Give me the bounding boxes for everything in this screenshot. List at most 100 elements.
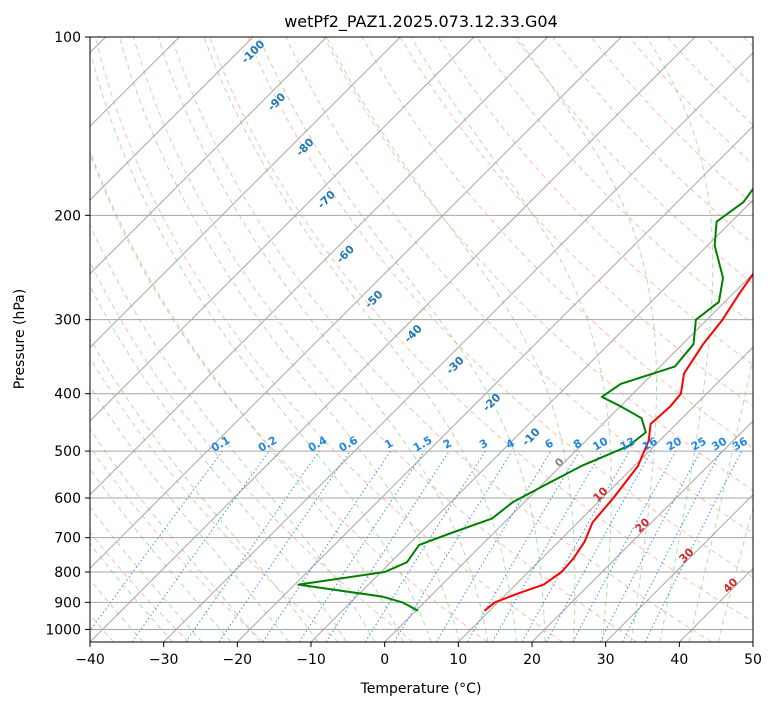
- moist-adiabat-line: [90, 506, 203, 642]
- dry-adiabat-line: [90, 152, 488, 642]
- mixing-ratio-label: 4: [504, 436, 517, 451]
- mixing-ratio-label: 2: [441, 437, 454, 452]
- moist-adiabat-line: [717, 505, 753, 642]
- x-tick-label: 20: [523, 652, 541, 668]
- isotherm-value-label: -10: [519, 425, 542, 448]
- isotherm-line: [457, 346, 753, 642]
- mixing-ratio-line: [325, 450, 450, 642]
- isotherm-line: [90, 37, 475, 422]
- moist-adiabat-line: [516, 37, 657, 642]
- isotherm-line: [90, 37, 622, 570]
- isotherm-line: [90, 37, 696, 642]
- isotherm-line: [90, 37, 328, 275]
- y-tick-label: 400: [54, 387, 81, 403]
- moist-adiabat-line: [688, 355, 753, 642]
- dry-adiabat-line: [399, 37, 753, 407]
- dry-adiabat-line: [90, 446, 264, 642]
- moist-adiabat-line: [119, 37, 461, 642]
- isotherm-line: [310, 199, 753, 642]
- x-tick-label: −10: [296, 652, 326, 668]
- moist-adiabat-line: [90, 428, 261, 642]
- isotherm-value-label: -100: [239, 37, 268, 66]
- mixing-ratio-line: [572, 450, 677, 642]
- mixing-ratio-line: [393, 450, 513, 642]
- mixing-ratio-line: [185, 450, 320, 642]
- moist-adiabat-line: [157, 37, 489, 642]
- x-tick-label: 10: [449, 652, 467, 668]
- dry-adiabat-line: [743, 37, 753, 48]
- mixing-ratio-line: [298, 450, 425, 642]
- y-tick-label: 200: [54, 208, 81, 224]
- moist-adiabat-line: [646, 37, 714, 642]
- y-tick-label: 300: [54, 313, 81, 329]
- dry-adiabat-line: [476, 37, 753, 325]
- plot-frame: [89, 36, 754, 643]
- isotherm-line: [605, 493, 753, 642]
- isotherm-line: [90, 37, 254, 201]
- y-axis-label: Pressure (hPa): [12, 289, 28, 389]
- moist-adiabat-line: [90, 49, 432, 642]
- dry-adiabat-line: [514, 37, 753, 285]
- isotherm-value-label: -60: [334, 242, 357, 265]
- moist-adiabat-label: 10: [591, 484, 611, 504]
- dewpoint-line: [297, 187, 753, 612]
- grid-lines: [90, 37, 753, 642]
- x-tick-label: 30: [597, 652, 615, 668]
- dry-adiabat-line: [94, 37, 563, 642]
- dry-adiabat-line: [437, 37, 753, 366]
- y-tick-label: 600: [54, 491, 81, 507]
- moist-adiabat-label: 30: [677, 545, 697, 565]
- mixing-ratio-line: [644, 450, 743, 642]
- isotherm-line: [90, 37, 549, 496]
- dry-adiabat-line: [90, 260, 414, 642]
- moist-adiabat-line: [90, 285, 347, 642]
- isotherm-line: [236, 125, 753, 642]
- mixing-ratio-line: [435, 450, 552, 642]
- dry-adiabat-line: [704, 37, 753, 87]
- isotherm-value-label: -50: [362, 288, 385, 311]
- x-axis-label: Temperature (°C): [360, 681, 482, 697]
- moist-adiabat-line: [90, 149, 404, 642]
- dry-adiabat-line: [90, 531, 190, 642]
- x-tick-label: −20: [223, 652, 253, 668]
- mixing-ratio-line: [90, 450, 223, 632]
- mixing-ratio-label: 6: [543, 436, 556, 451]
- moist-adiabat-line: [90, 468, 232, 642]
- moist-adiabat-line: [326, 37, 576, 642]
- moist-adiabat-line: [90, 337, 319, 642]
- mixing-ratio-line: [521, 450, 630, 642]
- temperature-line: [483, 272, 753, 612]
- dry-adiabat-line: [90, 356, 339, 642]
- mixing-ratio-line: [364, 450, 486, 642]
- moist-adiabat-line: [90, 385, 290, 642]
- dry-adiabat-line: [361, 37, 753, 449]
- isotherm-line: [752, 641, 753, 642]
- x-tick-label: −40: [75, 652, 105, 668]
- y-tick-label: 800: [54, 565, 81, 581]
- dry-adiabat-line: [171, 37, 712, 642]
- mixing-ratio-line: [262, 450, 392, 642]
- isotherm-line: [90, 37, 401, 349]
- mixing-ratio-label: 3: [477, 437, 490, 452]
- moist-adiabat-line: [90, 543, 173, 642]
- dry-adiabat-line: [247, 37, 753, 578]
- isotherm-value-label: -70: [315, 188, 338, 211]
- axes: −40 −30 −20 −10 0 10 20 30 40 50 100 200 300 400 500 60…: [45, 30, 762, 668]
- x-tick-label: 0: [380, 652, 389, 668]
- isotherm-value-label: -80: [293, 135, 316, 158]
- mixing-ratio-line: [545, 450, 653, 642]
- y-tick-label: 1000: [45, 622, 81, 638]
- in-plot-labels: 0.1 0.2 0.4 0.6 1 1.5 2 3 4 6 8 10 13 16 20 25 30 36-100-…: [209, 37, 750, 595]
- dry-adiabat-line: [209, 37, 753, 623]
- isotherm-value-label: -40: [402, 322, 425, 345]
- isotherm-line: [384, 272, 753, 642]
- dry-adiabat-line: [132, 37, 638, 642]
- y-tick-label: 100: [54, 30, 81, 46]
- moist-adiabat-line: [203, 37, 517, 642]
- isotherm-value-label: -90: [265, 90, 288, 113]
- chart-title: wetPf2_PAZ1.2025.073.12.33.G04: [284, 12, 558, 32]
- x-tick-label: 40: [670, 652, 688, 668]
- isotherm-line: [531, 420, 753, 642]
- moist-adiabat-line: [258, 37, 546, 642]
